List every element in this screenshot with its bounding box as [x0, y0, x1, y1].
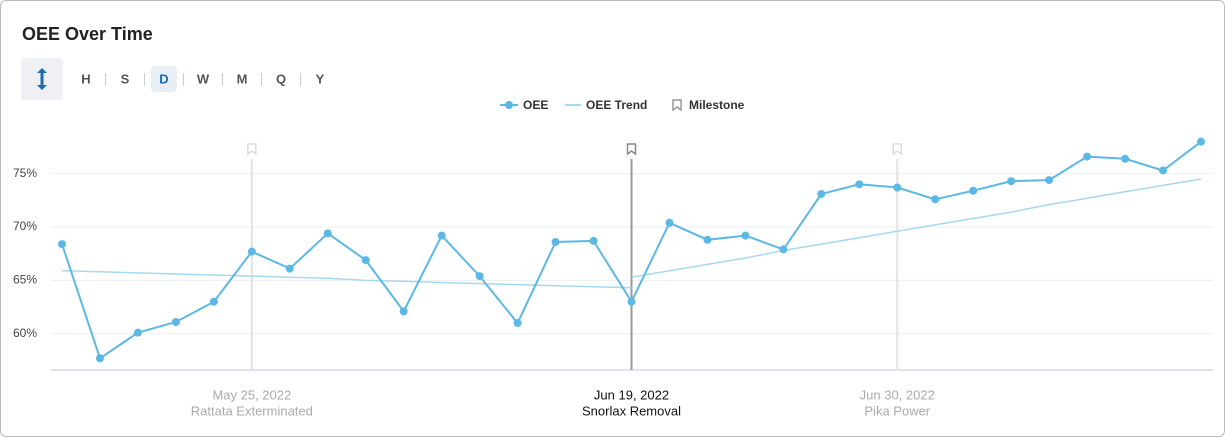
legend-label: Milestone: [689, 98, 745, 112]
oee-point: [855, 180, 864, 189]
oee-point: [513, 319, 522, 328]
timescale-button[interactable]: S: [121, 71, 130, 86]
legend-label: OEE Trend: [586, 98, 647, 112]
legend: OEE OEE Trend Milestone: [500, 98, 745, 112]
timescale-button[interactable]: Y: [316, 71, 325, 86]
y-tick-label: 70%: [13, 219, 37, 233]
oee-point: [1083, 152, 1092, 161]
oee-point: [1159, 166, 1168, 175]
oee-point: [285, 264, 294, 273]
milestone-label: Snorlax Removal: [582, 403, 681, 418]
x-tick-label: Jun 19, 2022: [594, 387, 669, 402]
milestone-icon: [892, 143, 903, 156]
timescale-button[interactable]: H: [81, 71, 90, 86]
oee-point: [741, 231, 750, 240]
plot-back: [51, 143, 1213, 371]
timescale-button[interactable]: W: [197, 71, 210, 86]
oee-point: [437, 231, 446, 240]
timescale-button[interactable]: M: [237, 71, 248, 86]
oee-point: [627, 297, 636, 306]
timescale-active-bg: [151, 66, 177, 92]
oee-point: [133, 328, 142, 337]
oee-point: [893, 183, 902, 192]
oee-point: [1007, 177, 1016, 186]
oee-point: [209, 297, 218, 306]
y-tick-label: 65%: [13, 273, 37, 287]
zoom-icon: [37, 68, 47, 90]
oee-point: [969, 186, 978, 195]
oee-point: [817, 189, 826, 198]
x-tick-label: Jun 30, 2022: [860, 387, 935, 402]
legend-label: OEE: [523, 98, 548, 112]
oee-point: [589, 236, 598, 245]
oee-point: [551, 237, 560, 246]
y-tick-label: 75%: [13, 166, 37, 180]
legend-dot: [505, 101, 513, 109]
timescale-button[interactable]: Q: [276, 71, 286, 86]
y-tick-label: 60%: [13, 326, 37, 340]
oee-point: [171, 317, 180, 326]
oee-point: [247, 247, 256, 256]
trend-line: [631, 178, 1202, 278]
milestone-icon: [247, 143, 257, 156]
oee-point: [475, 272, 484, 281]
chart-title: OEE Over Time: [22, 24, 153, 44]
oee-point: [1045, 176, 1054, 185]
oee-point: [703, 235, 712, 244]
oee-point: [323, 229, 332, 238]
oee-point: [931, 195, 940, 204]
oee-point: [58, 240, 66, 249]
oee-point: [665, 218, 674, 227]
oee-point: [399, 307, 408, 316]
oee-point: [1121, 154, 1130, 163]
milestone-icon: [626, 143, 637, 156]
timescale-button[interactable]: D: [159, 71, 168, 86]
oee-point: [1197, 137, 1205, 146]
oee-point: [361, 256, 370, 265]
milestone-label: Rattata Exterminated: [191, 403, 313, 418]
oee-point: [95, 354, 104, 363]
oee-point: [779, 245, 788, 254]
x-tick-label: May 25, 2022: [212, 387, 291, 402]
milestone-label: Pika Power: [864, 403, 930, 418]
trend-line: [61, 270, 632, 289]
legend-icon: [672, 99, 682, 112]
